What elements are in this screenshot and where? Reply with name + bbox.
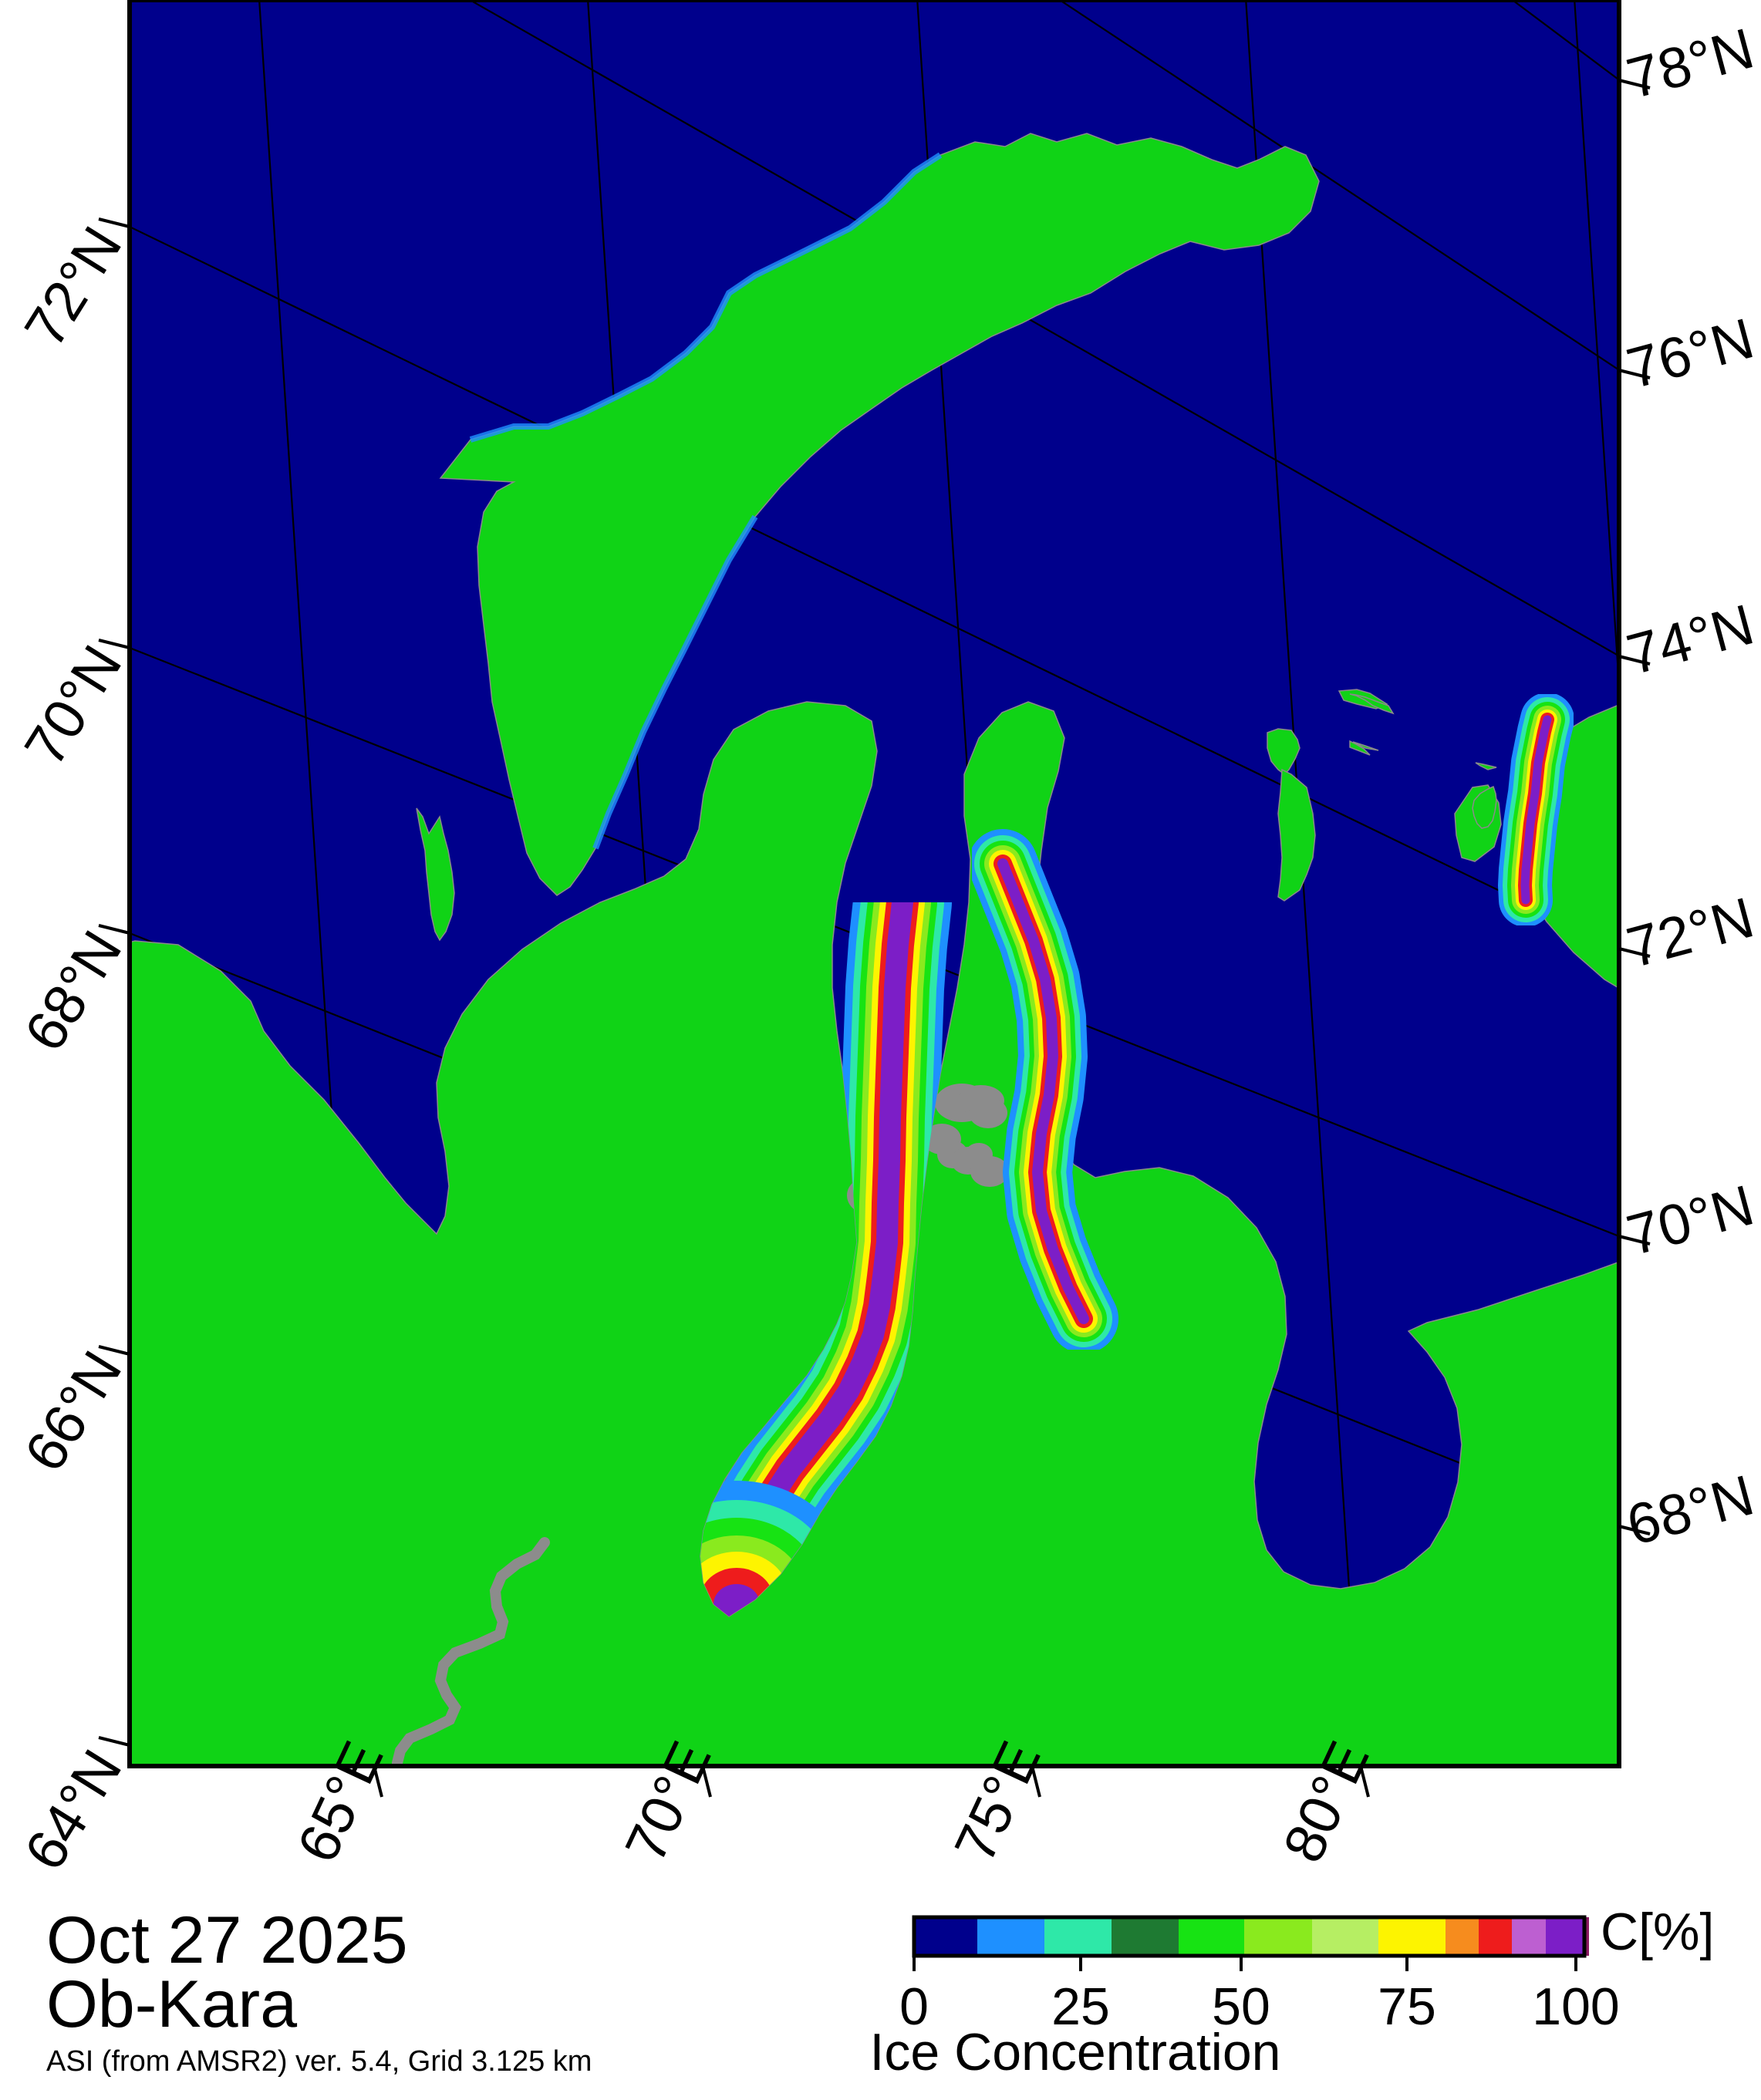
svg-text:C[%]: C[%] <box>1601 1903 1714 1961</box>
svg-text:75: 75 <box>1378 1977 1436 2036</box>
svg-text:Ob-Kara: Ob-Kara <box>46 1967 297 2041</box>
svg-text:ASI (from AMSR2) ver. 5.4, Gr: ASI (from AMSR2) ver. 5.4, Grid 3.125 km <box>46 2045 592 2078</box>
svg-text:100: 100 <box>1532 1977 1619 2036</box>
svg-text:Oct 27 2025: Oct 27 2025 <box>46 1903 408 1977</box>
svg-text:Ice Concentration: Ice Concentration <box>870 2023 1281 2081</box>
